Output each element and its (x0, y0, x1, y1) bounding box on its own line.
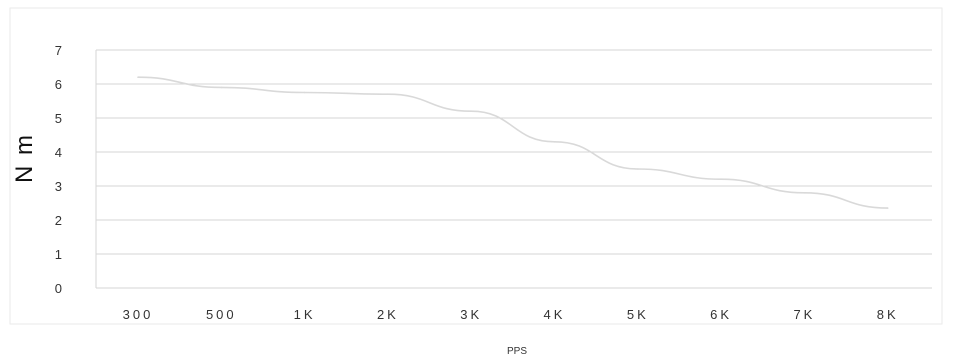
y-tick-label: 0 (55, 281, 62, 296)
x-tick-label: 5K (627, 307, 649, 322)
x-tick-label: 2K (377, 307, 399, 322)
data-point-3K (470, 110, 473, 112)
data-point-6K (720, 178, 722, 180)
data-point-5K (637, 168, 639, 170)
grid-layer (95, 49, 932, 289)
y-axis-ticks: 0 1 2 3 4 5 6 7 (55, 43, 62, 296)
x-tick-label: 300 (123, 307, 154, 322)
data-point-8K (886, 207, 889, 209)
y-tick-label: 2 (55, 213, 62, 228)
x-axis-label: PPS (507, 346, 527, 357)
y-tick-label: 4 (55, 145, 62, 160)
series-layer (137, 76, 889, 209)
x-tick-label: 3K (460, 307, 482, 322)
y-tick-label: 1 (55, 247, 62, 262)
x-tick-label: 6K (710, 307, 732, 322)
data-point-1K (303, 91, 306, 94)
x-tick-label: 500 (206, 307, 237, 322)
data-point-300 (137, 76, 139, 78)
y-axis-label: N m (11, 133, 38, 183)
series-line (137, 76, 888, 209)
x-tick-label: 4K (544, 307, 566, 322)
y-tick-label: 7 (55, 43, 62, 58)
data-point-4K (553, 141, 556, 143)
x-tick-label: 1K (294, 307, 316, 322)
y-tick-label: 5 (55, 111, 62, 126)
x-tick-label: 7K (793, 307, 815, 322)
x-axis-ticks: 300 500 1K 2K 3K 4K 5K 6K 7K 8K (123, 307, 899, 322)
chart-frame (9, 7, 943, 325)
x-tick-label: 8K (877, 307, 899, 322)
data-point-2K (387, 93, 389, 95)
data-point-7K (803, 192, 806, 194)
data-point-500 (220, 86, 223, 89)
y-tick-label: 3 (55, 179, 62, 194)
y-tick-label: 6 (55, 77, 62, 92)
